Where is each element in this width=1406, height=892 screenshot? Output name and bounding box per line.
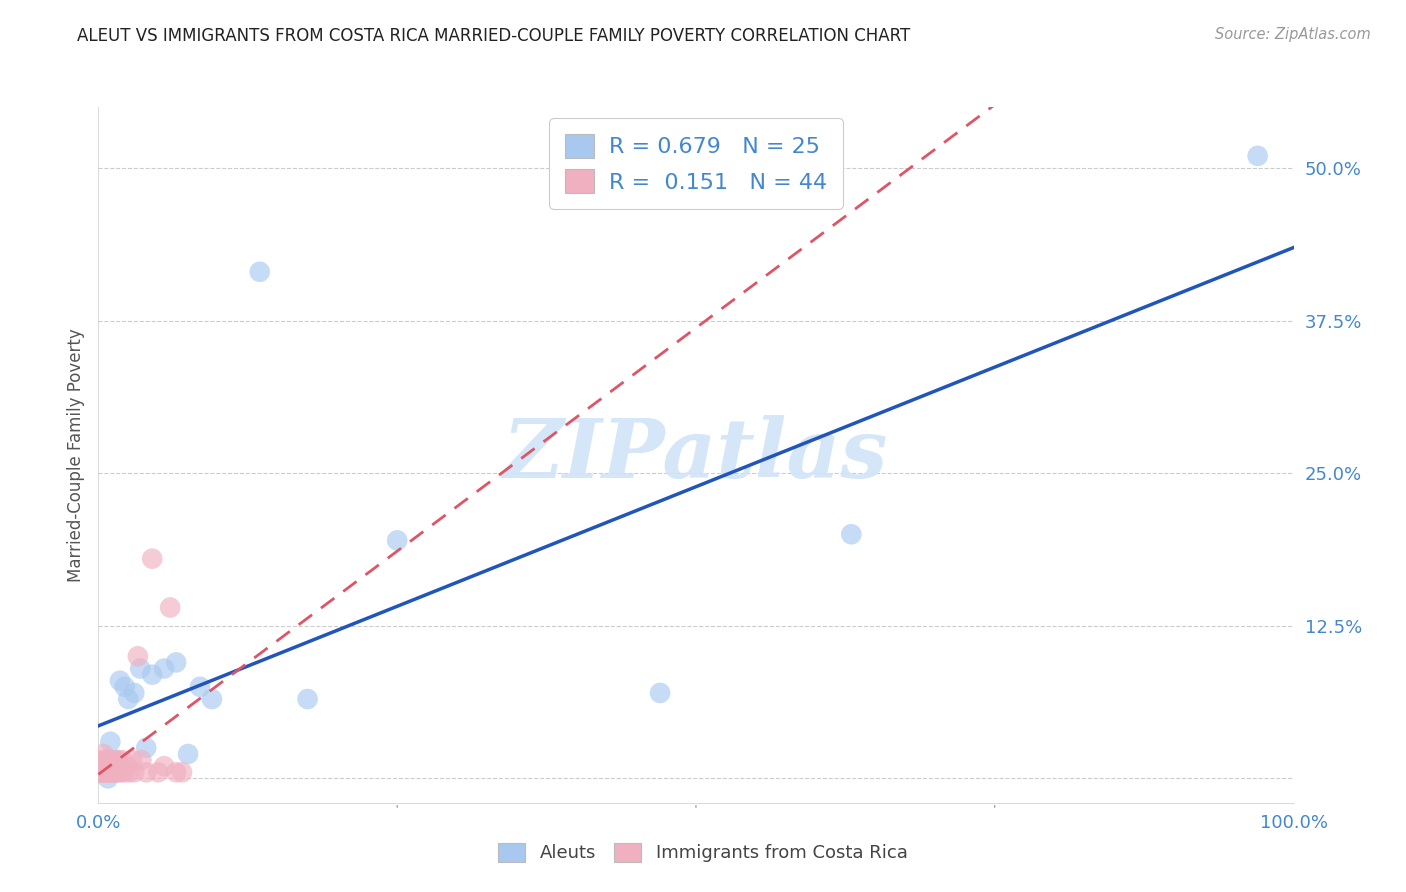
Point	[94, 765, 117, 780]
Point	[131, 753, 153, 767]
Point	[141, 667, 163, 681]
Point	[114, 765, 136, 780]
Point	[201, 692, 224, 706]
Point	[115, 759, 138, 773]
Point	[385, 533, 409, 548]
Text: ZIPatlas: ZIPatlas	[503, 415, 889, 495]
Point	[165, 765, 187, 780]
Point	[135, 740, 157, 755]
Point	[104, 759, 127, 773]
Point	[135, 765, 157, 780]
Point	[104, 759, 127, 773]
Point	[91, 753, 114, 767]
Point	[91, 765, 114, 780]
Text: ALEUT VS IMMIGRANTS FROM COSTA RICA MARRIED-COUPLE FAMILY POVERTY CORRELATION CH: ALEUT VS IMMIGRANTS FROM COSTA RICA MARR…	[77, 27, 911, 45]
Point	[841, 527, 863, 541]
Point	[117, 692, 139, 706]
Point	[153, 759, 176, 773]
Point	[98, 765, 121, 780]
Point	[159, 600, 181, 615]
Point	[105, 765, 128, 780]
Point	[97, 753, 120, 767]
Point	[91, 765, 114, 780]
Point	[121, 753, 143, 767]
Point	[188, 680, 211, 694]
Point	[98, 759, 121, 773]
Point	[172, 765, 194, 780]
Point	[107, 765, 129, 780]
Y-axis label: Married-Couple Family Poverty: Married-Couple Family Poverty	[66, 328, 84, 582]
Point	[96, 765, 118, 780]
Point	[93, 765, 115, 780]
Legend: Aleuts, Immigrants from Costa Rica: Aleuts, Immigrants from Costa Rica	[491, 836, 915, 870]
Point	[107, 753, 129, 767]
Point	[124, 686, 146, 700]
Point	[127, 649, 149, 664]
Point	[91, 759, 114, 773]
Point	[249, 265, 271, 279]
Point	[111, 753, 134, 767]
Point	[141, 551, 163, 566]
Point	[114, 680, 136, 694]
Point	[98, 735, 122, 749]
Point	[648, 686, 672, 700]
Point	[90, 759, 112, 773]
Point	[94, 753, 117, 767]
Point	[108, 759, 131, 773]
Point	[107, 753, 129, 767]
Point	[94, 765, 117, 780]
Point	[153, 661, 176, 675]
Point	[98, 753, 122, 767]
Point	[97, 772, 120, 786]
Point	[110, 765, 132, 780]
Point	[103, 765, 125, 780]
Point	[100, 759, 122, 773]
Point	[297, 692, 319, 706]
Point	[101, 765, 124, 780]
Legend: R = 0.679   N = 25, R =  0.151   N = 44: R = 0.679 N = 25, R = 0.151 N = 44	[550, 118, 842, 209]
Point	[129, 661, 152, 675]
Point	[148, 765, 170, 780]
Point	[89, 765, 111, 780]
Point	[177, 747, 200, 761]
Point	[165, 656, 187, 670]
Point	[96, 759, 118, 773]
Point	[1247, 149, 1270, 163]
Point	[124, 765, 146, 780]
Point	[118, 765, 141, 780]
Point	[108, 673, 131, 688]
Point	[93, 759, 115, 773]
Point	[101, 753, 124, 767]
Point	[101, 765, 124, 780]
Text: Source: ZipAtlas.com: Source: ZipAtlas.com	[1215, 27, 1371, 42]
Point	[91, 747, 114, 761]
Point	[90, 765, 112, 780]
Point	[98, 765, 122, 780]
Point	[97, 765, 120, 780]
